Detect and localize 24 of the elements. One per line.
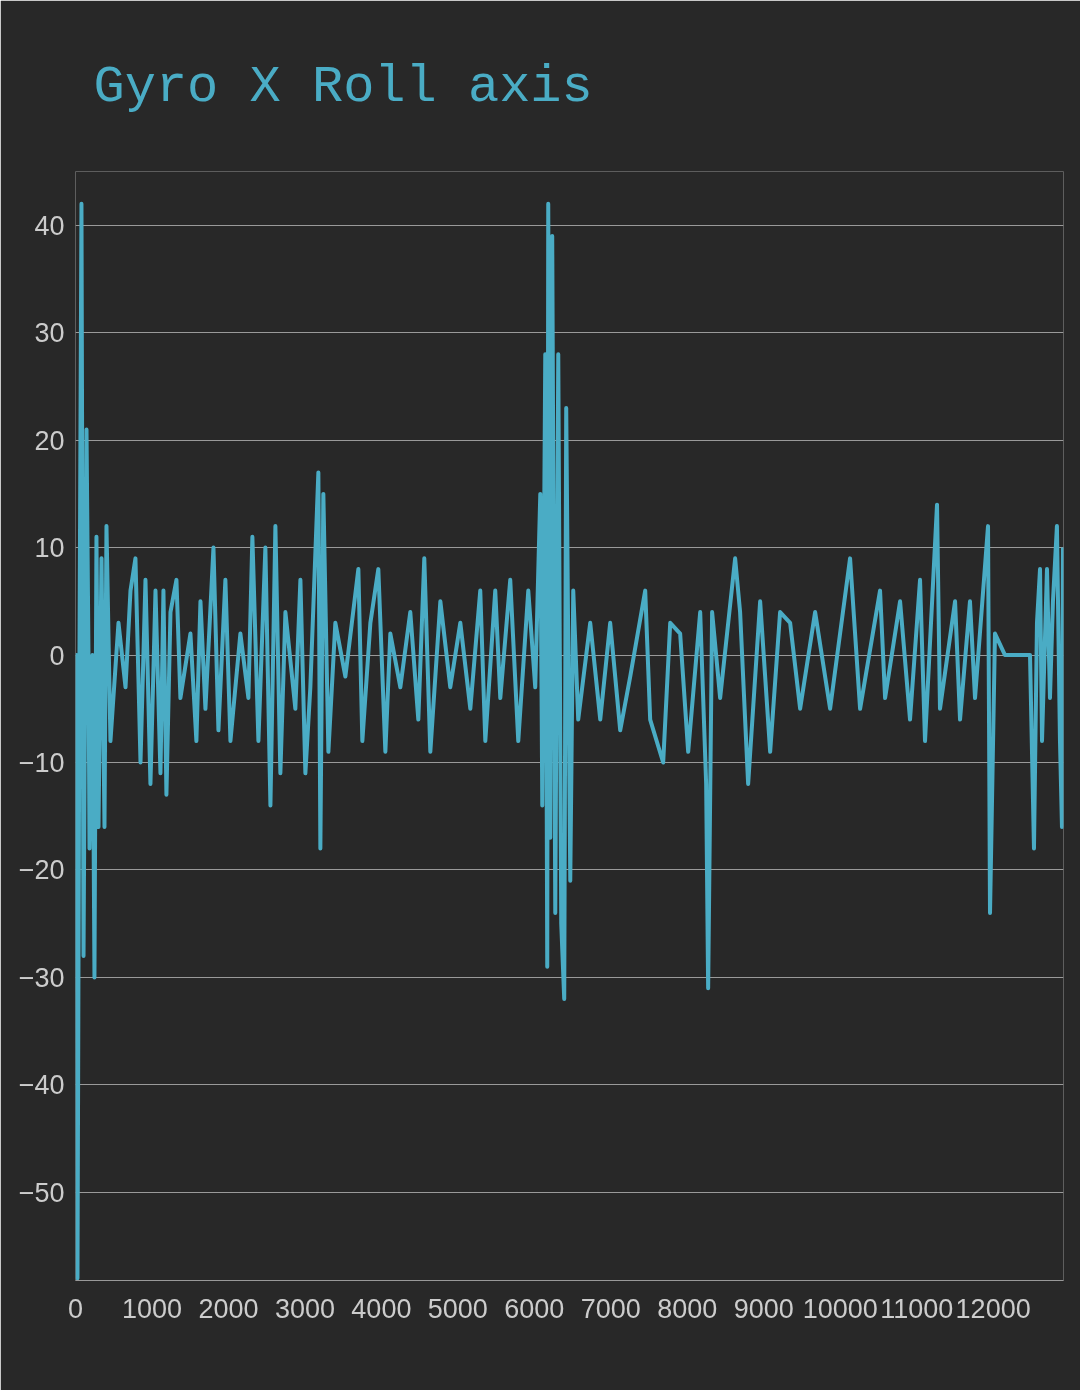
x-tick-label: 7000 — [580, 1293, 641, 1324]
x-tick-label: 11000 — [880, 1293, 954, 1324]
y-tick-label: 30 — [34, 318, 65, 349]
x-tick-label: 10000 — [802, 1293, 878, 1324]
x-tick-label: 3000 — [274, 1293, 335, 1324]
y-tick-label: 20 — [34, 425, 65, 456]
x-tick-label: 9000 — [733, 1293, 794, 1324]
y-tick-label: −40 — [18, 1070, 65, 1101]
x-tick-label: 6000 — [504, 1293, 565, 1324]
y-tick-label: −10 — [18, 748, 65, 779]
y-tick-label: −20 — [18, 855, 65, 886]
y-tick-label: 0 — [49, 640, 65, 671]
x-tick-label: 1000 — [121, 1293, 183, 1324]
y-tick-label: 10 — [34, 533, 65, 564]
x-tick-label: 0 — [67, 1293, 84, 1324]
x-tick-label: 8000 — [657, 1293, 718, 1324]
x-tick-label: 2000 — [198, 1293, 259, 1324]
y-tick-label: −50 — [18, 1177, 65, 1208]
x-tick-label: 12000 — [955, 1293, 1031, 1324]
y-tick-label: −30 — [18, 962, 65, 993]
chart-title: Gyro X Roll axis — [93, 57, 593, 117]
y-tick-label: 40 — [34, 210, 65, 241]
x-tick-label: 4000 — [351, 1293, 412, 1324]
x-tick-label: 5000 — [427, 1293, 488, 1324]
